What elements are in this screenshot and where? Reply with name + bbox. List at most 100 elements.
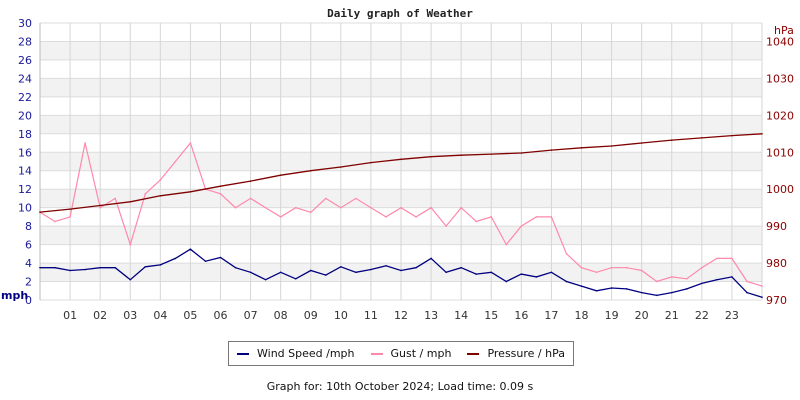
data-point-gust [415, 216, 417, 218]
legend-item-wind: Wind Speed /mph [237, 347, 355, 360]
legend-label-wind: Wind Speed /mph [257, 347, 355, 360]
data-point-wind [595, 289, 598, 292]
data-point-wind [39, 266, 41, 269]
data-point-gust [234, 206, 237, 209]
data-point-gust [84, 142, 86, 144]
data-point-wind [415, 266, 417, 269]
data-point-wind [716, 278, 718, 281]
x-tick-label: 23 [725, 309, 739, 322]
data-point-gust [114, 197, 117, 200]
left-axis-label: mph [1, 289, 28, 302]
right-tick-label: 990 [766, 220, 787, 233]
data-point-gust [309, 211, 312, 214]
x-tick-label: 06 [214, 309, 228, 322]
data-point-wind [475, 273, 478, 275]
data-point-pressure [430, 155, 432, 158]
left-tick-label: 20 [18, 109, 32, 122]
left-tick-label: 28 [18, 35, 32, 48]
right-tick-label: 970 [766, 294, 787, 307]
data-point-wind [400, 269, 402, 272]
right-tick-label: 1020 [766, 109, 794, 122]
data-point-wind [114, 266, 117, 269]
data-point-pressure [129, 200, 132, 203]
legend: Wind Speed /mph Gust / mph Pressure / hP… [228, 341, 574, 366]
data-point-wind [99, 266, 101, 269]
data-point-pressure [219, 185, 222, 188]
data-point-pressure [309, 169, 312, 172]
data-point-gust [565, 253, 568, 255]
data-point-gust [490, 216, 493, 218]
x-tick-label: 14 [454, 309, 468, 322]
data-point-gust [595, 271, 598, 274]
right-axis-label: hPa [774, 24, 794, 37]
data-point-gust [655, 280, 658, 283]
x-tick-label: 08 [274, 309, 288, 322]
data-point-wind [610, 287, 613, 289]
left-tick-label: 4 [25, 257, 32, 270]
data-point-gust [264, 206, 267, 209]
data-point-gust [746, 280, 748, 283]
x-tick-label: 18 [575, 309, 589, 322]
data-point-wind [505, 280, 508, 283]
data-point-wind [54, 266, 56, 269]
x-tick-label: 09 [304, 309, 318, 322]
right-tick-label: 1010 [766, 146, 794, 159]
pressure-swatch [467, 352, 480, 355]
data-point-gust [219, 193, 222, 195]
data-point-wind [84, 268, 86, 271]
legend-item-pressure: Pressure / hPa [467, 347, 565, 360]
data-point-wind [294, 277, 297, 280]
chart-title: Daily graph of Weather [327, 7, 473, 20]
x-tick-label: 03 [123, 309, 137, 322]
left-tick-label: 24 [18, 72, 32, 85]
data-point-pressure [520, 152, 523, 154]
data-point-pressure [550, 149, 553, 151]
x-tick-label: 16 [514, 309, 528, 322]
data-point-pressure [580, 147, 583, 149]
data-point-gust [54, 220, 56, 223]
x-tick-label: 10 [334, 309, 348, 322]
legend-item-gust: Gust / mph [370, 347, 452, 360]
x-tick-label: 22 [695, 309, 709, 322]
data-point-pressure [731, 134, 733, 137]
left-tick-label: 30 [18, 17, 32, 30]
x-tick-label: 11 [364, 309, 378, 322]
data-point-gust [460, 206, 462, 209]
data-point-pressure [640, 142, 643, 144]
data-point-gust [99, 206, 101, 209]
data-point-gust [279, 216, 282, 218]
data-point-wind [550, 271, 553, 274]
legend-label-gust: Gust / mph [390, 347, 452, 360]
data-point-wind [761, 296, 763, 299]
data-point-wind [204, 260, 207, 263]
data-point-wind [69, 269, 71, 272]
data-point-pressure [370, 161, 372, 164]
data-point-wind [159, 264, 162, 266]
left-tick-label: 0 [25, 294, 32, 307]
data-point-pressure [490, 153, 493, 155]
left-tick-label: 2 [25, 276, 32, 289]
left-tick-label: 14 [18, 165, 32, 178]
data-point-wind [670, 291, 673, 294]
data-point-pressure [69, 208, 71, 210]
x-tick-label: 12 [394, 309, 408, 322]
x-tick-label: 15 [484, 309, 498, 322]
x-tick-label: 01 [63, 309, 77, 322]
data-point-wind [731, 276, 733, 278]
data-point-gust [670, 276, 673, 278]
data-point-gust [535, 216, 538, 218]
right-tick-label: 1030 [766, 72, 794, 85]
data-point-gust [129, 243, 132, 246]
data-point-pressure [249, 180, 252, 182]
left-tick-label: 6 [25, 239, 32, 252]
left-tick-label: 26 [18, 54, 32, 67]
data-point-pressure [400, 158, 402, 161]
data-point-wind [189, 248, 192, 251]
data-point-gust [324, 197, 327, 200]
data-point-gust [189, 142, 192, 144]
data-point-wind [219, 256, 222, 259]
data-point-pressure [701, 137, 703, 139]
data-point-pressure [279, 174, 282, 176]
data-point-wind [144, 265, 147, 268]
